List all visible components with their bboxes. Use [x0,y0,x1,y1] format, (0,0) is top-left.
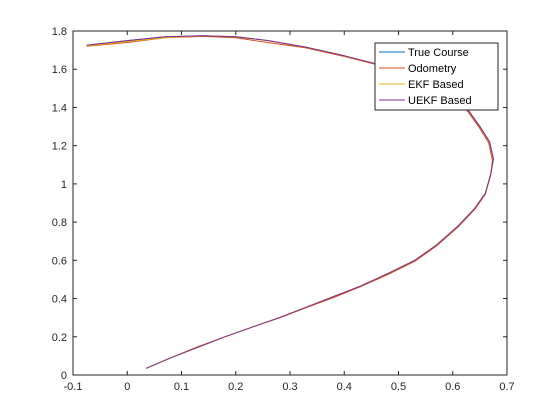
y-tick-label: 1.6 [52,64,67,76]
y-tick-label: 1 [61,179,67,191]
x-tick-label: 0.2 [228,381,243,393]
y-tick-label: 0.2 [52,332,67,344]
legend-label: Odometry [408,63,457,75]
x-tick-label: 0.6 [445,381,460,393]
y-tick-label: 0.6 [52,255,67,267]
ticks-layer: -0.1 0 0.1 0.2 0.3 0.4 0.5 0.6 0.700.20.40.60.81… [52,26,515,393]
x-tick-label: 0.1 [174,381,189,393]
legend: True Course Odometry EKF Based UEKF Based [374,42,499,111]
x-tick-label: 0 [124,381,130,393]
x-tick-label: 0.7 [499,381,514,393]
x-tick-label: 0.4 [337,381,352,393]
y-tick-label: 1.4 [52,102,67,114]
legend-label: UEKF Based [408,95,472,107]
x-tick-label: -0.1 [64,381,83,393]
y-tick-label: 0.4 [52,294,67,306]
y-tick-label: 1.2 [52,141,67,153]
y-tick-label: 0 [61,370,67,382]
legend-box [374,42,499,111]
legend-label: EKF Based [408,79,464,91]
series-line-3 [86,35,494,369]
y-tick-label: 0.8 [52,217,67,229]
legend-label: True Course [408,47,469,59]
x-tick-label: 0.5 [391,381,406,393]
x-tick-label: 0.3 [282,381,297,393]
y-tick-label: 1.8 [52,26,67,38]
series-layer [86,35,494,369]
